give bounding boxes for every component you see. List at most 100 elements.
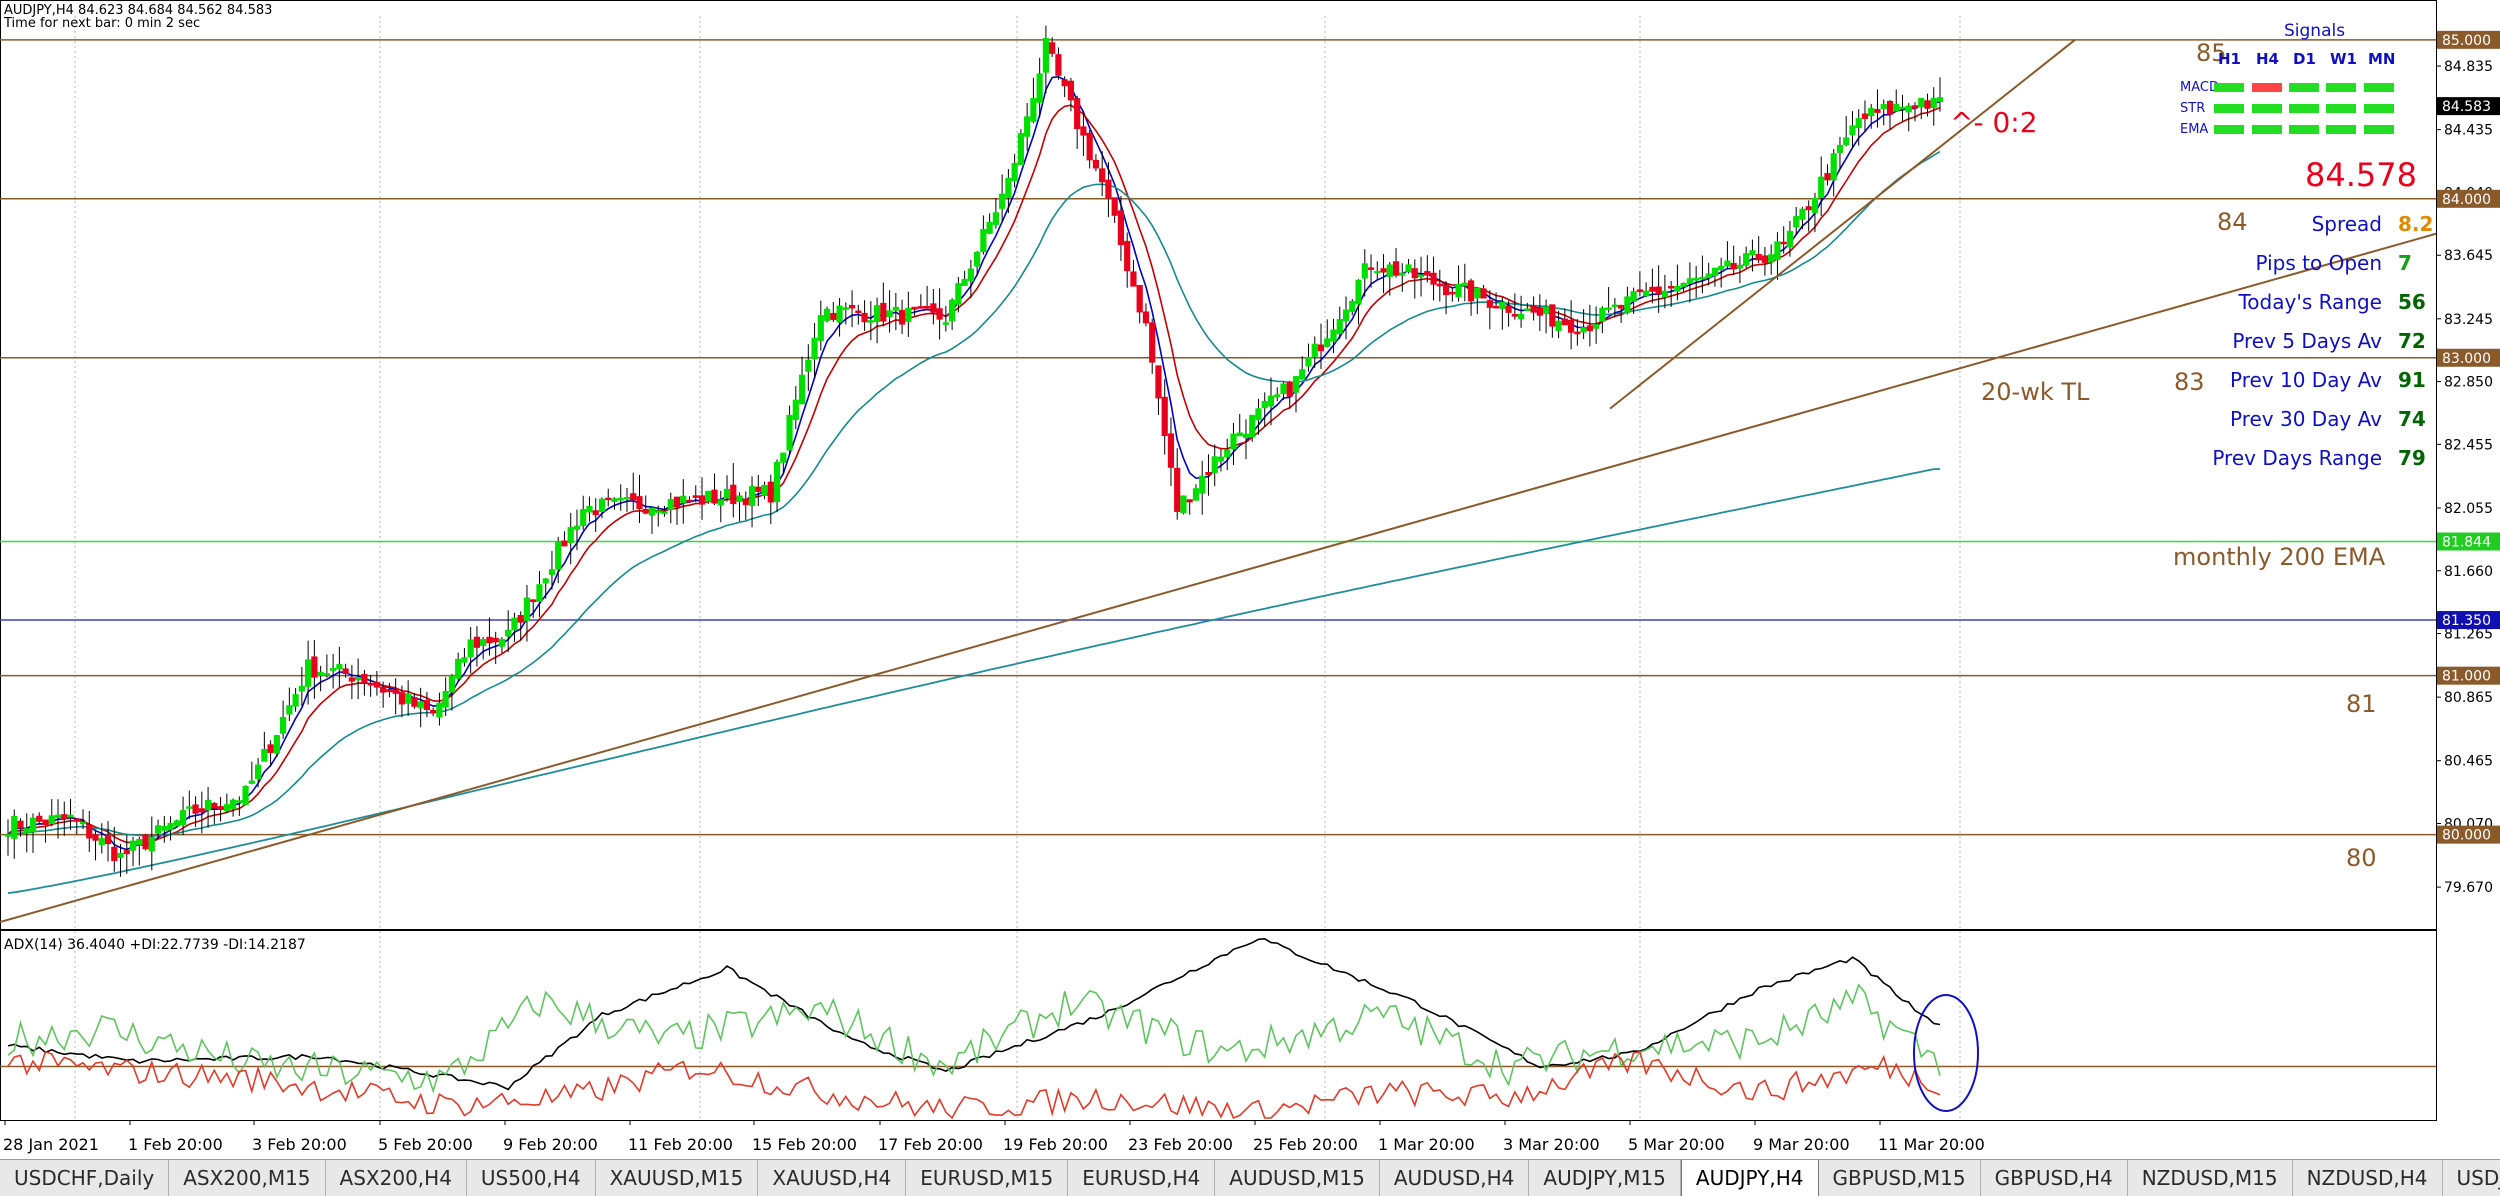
candle-body — [712, 490, 717, 503]
candle-body — [1212, 457, 1217, 473]
candle-body — [93, 835, 98, 840]
tab-audusd-h4[interactable]: AUDUSD,H4 — [1380, 1160, 1530, 1196]
stat-value: 74 — [2398, 407, 2426, 431]
candle-body — [699, 496, 704, 504]
level-83-label: 83 — [2174, 368, 2205, 396]
price-chart[interactable]: 71533517020.0000 84.83584.43584.04083.64… — [0, 0, 2500, 1159]
candle-body — [981, 230, 986, 252]
time-label: 17 Feb 20:00 — [878, 1135, 983, 1154]
tab-nzdusd-h4[interactable]: NZDUSD,H4 — [2293, 1160, 2443, 1196]
candle-body — [174, 821, 179, 826]
candle-body — [130, 841, 135, 850]
candle-body — [1806, 207, 1811, 210]
signals-row-label: STR — [2180, 101, 2205, 116]
candle-body — [1669, 286, 1674, 288]
price-tag-label: 81.000 — [2442, 669, 2491, 685]
candle-body — [581, 510, 586, 526]
candle-body — [925, 307, 930, 309]
candle-body — [1050, 43, 1055, 54]
candle-body — [1769, 255, 1774, 262]
tab-xauusd-m15[interactable]: XAUUSD,M15 — [596, 1160, 759, 1196]
candle-body — [787, 415, 792, 450]
candle-body — [531, 600, 536, 602]
candle-body — [262, 750, 267, 762]
candle-body — [1006, 178, 1011, 197]
candle-body — [1012, 164, 1017, 181]
candle-body — [1637, 290, 1642, 292]
candle-body — [574, 526, 579, 529]
tab-eurusd-h4[interactable]: EURUSD,H4 — [1068, 1160, 1215, 1196]
candle-body — [324, 674, 329, 676]
candle-body — [1406, 265, 1411, 272]
signals-col-label: D1 — [2293, 50, 2316, 68]
candle-body — [1318, 345, 1323, 351]
candle-body — [1825, 174, 1830, 180]
candle-body — [1443, 285, 1448, 295]
candle-body — [343, 669, 348, 673]
candle-body — [662, 512, 667, 514]
candle-body — [918, 307, 923, 309]
candle-body — [1325, 339, 1330, 346]
tab-xauusd-h4[interactable]: XAUUSD,H4 — [758, 1160, 906, 1196]
price-tag-label: 81.350 — [2442, 613, 2491, 629]
level-80-label: 80 — [2346, 844, 2377, 872]
time-label: 5 Feb 20:00 — [378, 1135, 473, 1154]
candle-body — [299, 686, 304, 691]
stat-value: 56 — [2398, 290, 2426, 314]
price-tick-label: 80.865 — [2444, 690, 2493, 706]
candle-body — [162, 826, 167, 830]
candle-body — [1631, 292, 1636, 302]
candle-body — [1531, 306, 1536, 312]
tab-usdchf-daily[interactable]: USDCHF,Daily — [0, 1160, 169, 1196]
candle-body — [274, 736, 279, 754]
candle-body — [1343, 310, 1348, 320]
candle-body — [1287, 382, 1292, 396]
tab-asx200-m15[interactable]: ASX200,M15 — [169, 1160, 325, 1196]
tab-asx200-h4[interactable]: ASX200,H4 — [326, 1160, 467, 1196]
candle-body — [818, 316, 823, 341]
candle-body — [1093, 160, 1098, 168]
candle-body — [1087, 133, 1092, 160]
candle-body — [87, 825, 92, 838]
candle-body — [287, 706, 292, 714]
stat-label: Prev 30 Day Av — [2230, 407, 2382, 431]
signals-row-label: MACD — [2180, 80, 2219, 95]
candle-body — [1900, 107, 1905, 109]
candle-body — [1418, 275, 1423, 277]
tab-audjpy-m15[interactable]: AUDJPY,M15 — [1529, 1160, 1681, 1196]
candle-body — [474, 637, 479, 647]
time-label: 5 Mar 20:00 — [1628, 1135, 1725, 1154]
signal-cell — [2364, 83, 2394, 92]
candle-body — [1756, 254, 1761, 259]
tab-gbpusd-h4[interactable]: GBPUSD,H4 — [1981, 1160, 2128, 1196]
tab-usdjpy-m15[interactable]: USDJPY,M15 — [2443, 1160, 2500, 1196]
candle-body — [868, 321, 873, 323]
candle-body — [968, 269, 973, 280]
candle-body — [1393, 262, 1398, 275]
tab-gbpusd-m15[interactable]: GBPUSD,M15 — [1819, 1160, 1981, 1196]
candle-body — [1550, 305, 1555, 326]
candle-body — [368, 683, 373, 685]
tab-nzdusd-m15[interactable]: NZDUSD,M15 — [2128, 1160, 2293, 1196]
price-tick-label: 79.670 — [2444, 880, 2493, 896]
tab-audjpy-h4[interactable]: AUDJPY,H4 — [1681, 1159, 1819, 1196]
candle-body — [387, 690, 392, 692]
candle-body — [1037, 74, 1042, 102]
time-label: 23 Feb 20:00 — [1128, 1135, 1233, 1154]
candle-body — [756, 487, 761, 491]
stat-value: 7 — [2398, 251, 2412, 275]
tab-us500-h4[interactable]: US500,H4 — [467, 1160, 596, 1196]
candle-body — [1175, 468, 1180, 511]
current-price-big: 84.578 — [2305, 156, 2417, 194]
candle-body — [562, 541, 567, 546]
candle-body — [1656, 287, 1661, 294]
candle-body — [356, 677, 361, 679]
price-tag-label: 80.000 — [2442, 828, 2491, 844]
candle-body — [1925, 101, 1930, 109]
tab-audusd-m15[interactable]: AUDUSD,M15 — [1215, 1160, 1380, 1196]
candle-body — [406, 694, 411, 703]
signal-cell — [2364, 125, 2394, 134]
candle-body — [950, 300, 955, 321]
tab-eurusd-m15[interactable]: EURUSD,M15 — [906, 1160, 1068, 1196]
candle-body — [831, 313, 836, 319]
